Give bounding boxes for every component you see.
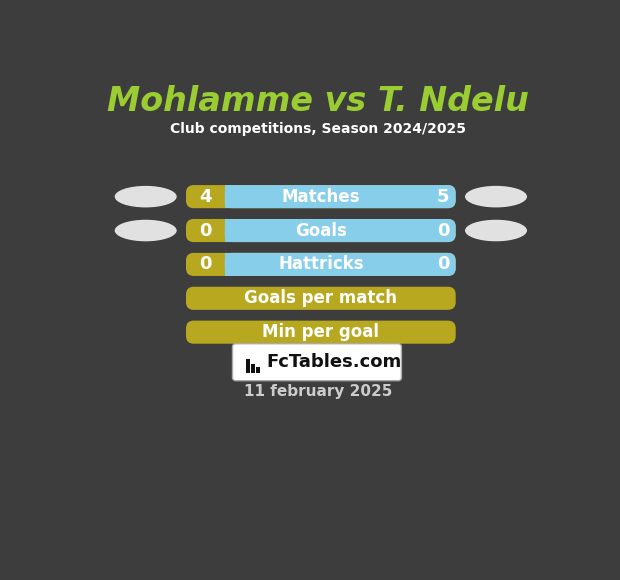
Text: FcTables.com: FcTables.com	[267, 353, 402, 371]
FancyBboxPatch shape	[186, 219, 456, 242]
Text: 0: 0	[199, 222, 211, 240]
Ellipse shape	[465, 220, 527, 241]
FancyBboxPatch shape	[232, 344, 402, 380]
Text: 11 february 2025: 11 february 2025	[244, 384, 392, 399]
Text: 5: 5	[437, 188, 450, 206]
FancyBboxPatch shape	[186, 253, 456, 276]
FancyBboxPatch shape	[186, 321, 456, 344]
Ellipse shape	[115, 220, 177, 241]
FancyBboxPatch shape	[186, 185, 456, 208]
Text: Goals: Goals	[295, 222, 347, 240]
Text: Mohlamme vs T. Ndelu: Mohlamme vs T. Ndelu	[107, 85, 529, 118]
Text: Goals per match: Goals per match	[244, 289, 397, 307]
Bar	[224, 253, 234, 276]
Bar	[224, 219, 234, 242]
Text: 0: 0	[437, 255, 450, 273]
Bar	[255, 367, 260, 373]
FancyBboxPatch shape	[224, 185, 456, 208]
Text: Min per goal: Min per goal	[262, 323, 379, 341]
Text: 0: 0	[437, 222, 450, 240]
FancyBboxPatch shape	[186, 287, 456, 310]
FancyBboxPatch shape	[224, 253, 456, 276]
Text: 0: 0	[199, 255, 211, 273]
Ellipse shape	[465, 186, 527, 208]
Text: Hattricks: Hattricks	[278, 255, 364, 273]
Text: 4: 4	[199, 188, 211, 206]
Text: Matches: Matches	[281, 188, 360, 206]
Text: Club competitions, Season 2024/2025: Club competitions, Season 2024/2025	[170, 122, 466, 136]
Ellipse shape	[115, 186, 177, 208]
FancyBboxPatch shape	[224, 219, 456, 242]
Bar	[224, 185, 234, 208]
Bar	[251, 364, 255, 373]
Bar	[247, 359, 250, 373]
